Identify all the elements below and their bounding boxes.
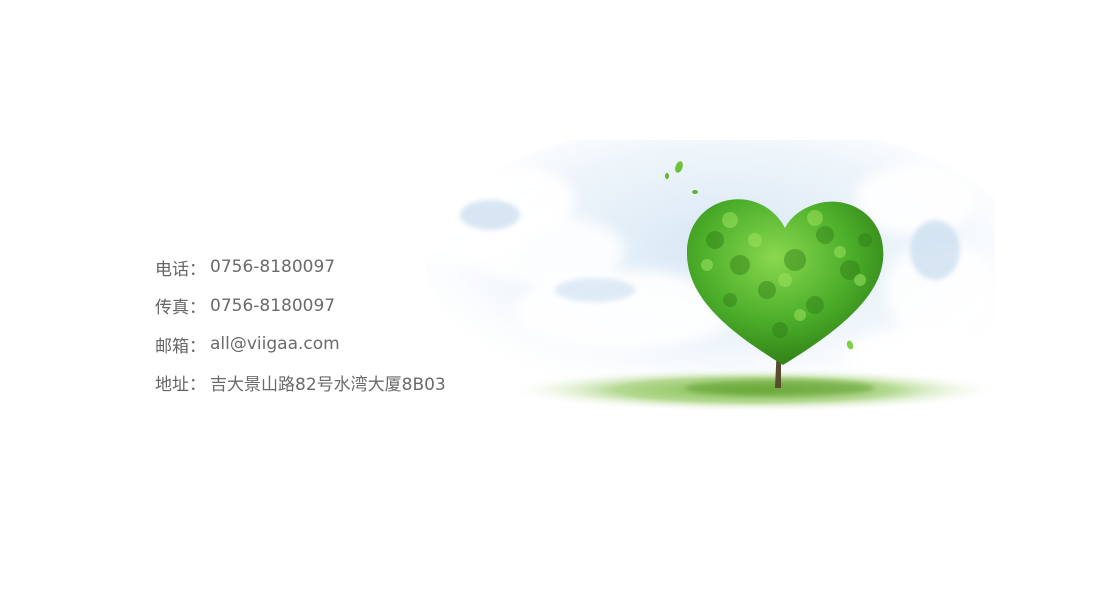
contact-info: 电话 ： 0756-8180097 传真 ： 0756-8180097 邮箱 ：… [155,248,515,402]
email-separator: ： [189,336,206,357]
clouds [405,165,995,380]
cloud-shading [460,200,960,302]
fax-value: 0756-8180097 [210,295,336,316]
heart-tree-illustration [395,140,995,430]
contact-row-address: 地址 ： 吉大景山路82号水湾大厦8B03 [155,364,515,403]
fax-label: 传真 [155,298,189,319]
contact-row-email: 邮箱 ： all@viigaa.com [155,325,515,364]
address-value: 吉大景山路82号水湾大厦8B03 [210,375,446,396]
email-value: all@viigaa.com [210,334,340,355]
phone-label: 电话 [155,259,189,280]
address-label: 地址 [155,375,189,396]
falling-leaves [665,161,854,350]
contact-row-fax: 传真 ： 0756-8180097 [155,287,515,326]
fax-separator: ： [189,298,206,319]
phone-separator: ： [189,259,206,280]
heart-foliage [686,199,884,365]
email-label: 邮箱 [155,336,189,357]
phone-value: 0756-8180097 [210,257,336,278]
address-separator: ： [189,375,206,396]
contact-row-phone: 电话 ： 0756-8180097 [155,248,515,287]
